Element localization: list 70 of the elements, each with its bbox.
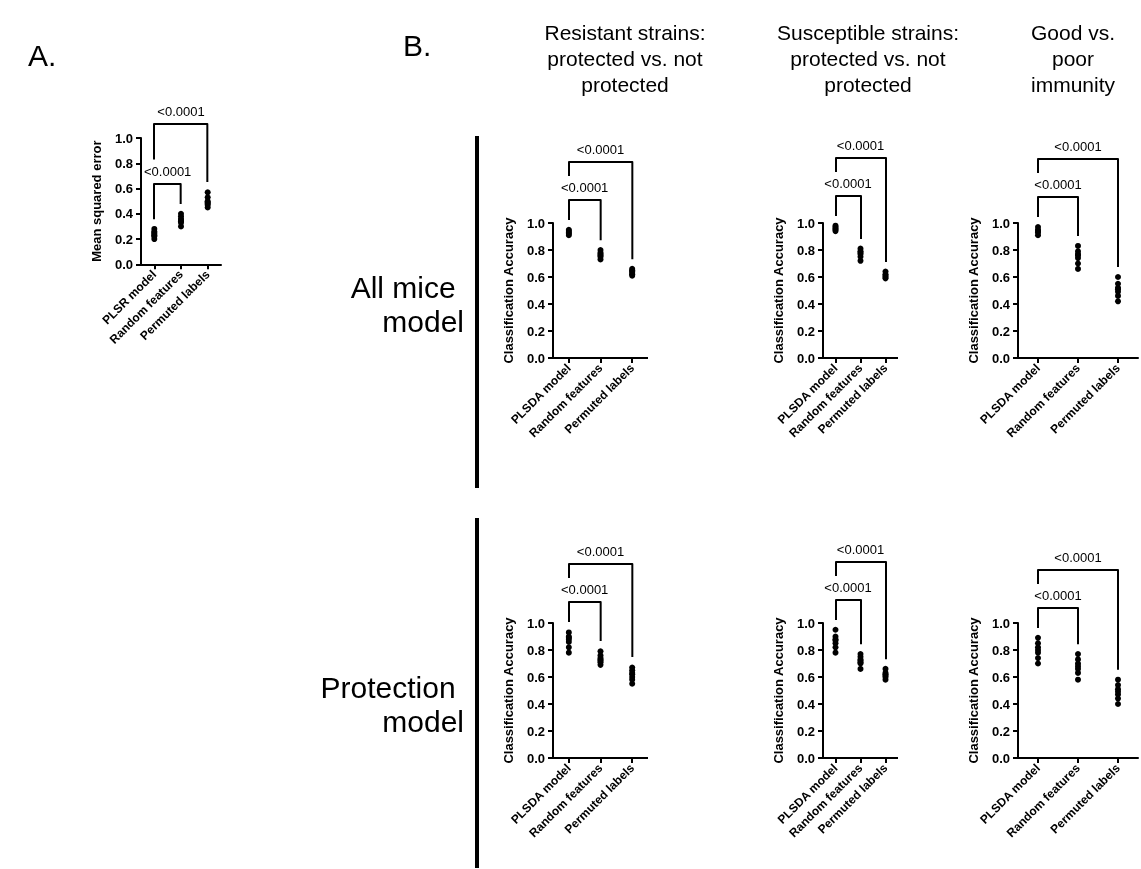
text: Protection model	[320, 670, 464, 739]
y-tick-label: 0.2	[114, 231, 133, 247]
text: <0.0001	[824, 579, 872, 595]
y-tick-label: 0.2	[991, 323, 1010, 339]
y-axis-title: Classification Accuracy	[771, 616, 786, 764]
y-tick-label: 0.6	[991, 669, 1010, 685]
y-tick-label: 0.4	[796, 296, 816, 312]
y-tick-label: 0.4	[991, 696, 1011, 712]
text: <0.0001	[560, 179, 609, 195]
text: <0.0001	[836, 137, 885, 153]
y-tick-label: 0.8	[526, 642, 545, 658]
y-axis-title: Classification Accuracy	[501, 616, 516, 764]
text: <0.0001	[1034, 587, 1082, 603]
text: <0.0001	[157, 104, 205, 120]
y-tick-label: 0.8	[991, 242, 1010, 258]
y-tick-label: 0.6	[526, 669, 545, 685]
annotation: <0.0001	[143, 163, 192, 179]
y-tick-label: 0.6	[796, 669, 815, 685]
chart-title: Susceptible strains: protected vs. not protected	[775, 20, 961, 98]
y-tick-label: 0.8	[991, 642, 1010, 658]
y-tick-label: 0.2	[526, 723, 545, 739]
y-tick-label: 1.0	[991, 215, 1010, 231]
y-tick-label: 0.6	[991, 269, 1010, 285]
y-tick-label: 0.4	[114, 206, 134, 222]
y-axis-title: Classification Accuracy	[966, 616, 981, 764]
text: B.	[403, 28, 432, 62]
text: <0.0001	[576, 141, 625, 157]
y-tick-label: 0.0	[991, 350, 1010, 366]
y-tick-label: 0.2	[796, 723, 815, 739]
y-tick-label: 0.8	[796, 242, 815, 258]
y-tick-label: 0.8	[526, 242, 545, 258]
y-tick-label: 0.2	[526, 323, 545, 339]
chart-title: Resistant strains: protected vs. not protected	[543, 20, 707, 98]
text: All mice model	[350, 270, 464, 339]
y-tick-label: 0.8	[114, 155, 133, 171]
y-tick-label: 1.0	[991, 615, 1010, 631]
y-tick-label: 0.0	[796, 750, 815, 766]
y-tick-label: 1.0	[526, 615, 545, 631]
text: <0.0001	[1034, 177, 1082, 193]
text: <0.0001	[560, 582, 609, 598]
y-tick-label: 0.0	[114, 256, 133, 272]
y-axis-title: Classification Accuracy	[501, 216, 516, 364]
y-tick-label: 0.8	[796, 642, 815, 658]
y-tick-label: 0.0	[796, 350, 815, 366]
y-tick-label: 0.0	[526, 750, 545, 766]
y-tick-label: 0.0	[526, 350, 545, 366]
y-tick-label: 1.0	[796, 215, 815, 231]
y-tick-label: 1.0	[796, 615, 815, 631]
y-axis-title: Mean squared error	[89, 140, 104, 262]
y-tick-label: 0.4	[526, 296, 546, 312]
y-tick-label: 0.2	[991, 723, 1010, 739]
text: <0.0001	[836, 541, 885, 557]
y-axis-title: Classification Accuracy	[771, 216, 786, 364]
y-axis-title: Classification Accuracy	[966, 216, 981, 364]
y-tick-label: 0.6	[796, 269, 815, 285]
y-tick-label: 1.0	[526, 215, 545, 231]
y-tick-label: 0.6	[114, 181, 133, 197]
y-tick-label: 0.6	[526, 269, 545, 285]
y-tick-label: 0.2	[796, 323, 815, 339]
y-tick-label: 0.0	[991, 750, 1010, 766]
text: <0.0001	[576, 544, 625, 560]
y-tick-label: 0.4	[526, 696, 546, 712]
text: <0.0001	[1054, 549, 1102, 565]
y-tick-label: 1.0	[114, 130, 133, 146]
text: <0.0001	[824, 175, 872, 191]
text: <0.0001	[1054, 139, 1102, 155]
text: A.	[28, 38, 57, 72]
y-tick-label: 0.4	[991, 296, 1011, 312]
y-tick-label: 0.4	[796, 696, 816, 712]
chart-title: Good vs. poor immunity	[1029, 20, 1116, 98]
